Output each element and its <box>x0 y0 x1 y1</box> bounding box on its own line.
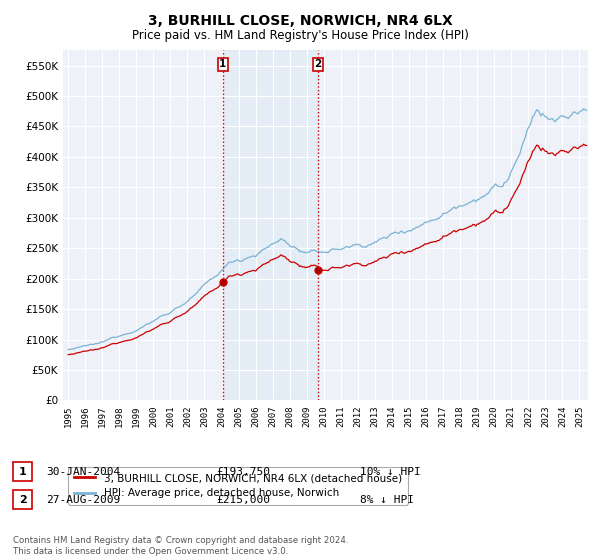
Legend: 3, BURHILL CLOSE, NORWICH, NR4 6LX (detached house), HPI: Average price, detache: 3, BURHILL CLOSE, NORWICH, NR4 6LX (deta… <box>68 467 408 505</box>
Text: £193,750: £193,750 <box>216 466 270 477</box>
Text: 1: 1 <box>19 466 26 477</box>
Text: 3, BURHILL CLOSE, NORWICH, NR4 6LX: 3, BURHILL CLOSE, NORWICH, NR4 6LX <box>148 14 452 28</box>
Text: 30-JAN-2004: 30-JAN-2004 <box>46 466 121 477</box>
Text: Price paid vs. HM Land Registry's House Price Index (HPI): Price paid vs. HM Land Registry's House … <box>131 29 469 42</box>
Text: £215,000: £215,000 <box>216 494 270 505</box>
Bar <box>223 50 318 400</box>
Text: 2: 2 <box>19 494 26 505</box>
Text: Contains HM Land Registry data © Crown copyright and database right 2024.
This d: Contains HM Land Registry data © Crown c… <box>13 536 349 556</box>
Text: 1: 1 <box>219 59 227 69</box>
Text: 2: 2 <box>314 59 322 69</box>
Text: 27-AUG-2009: 27-AUG-2009 <box>46 494 121 505</box>
Text: 10% ↓ HPI: 10% ↓ HPI <box>360 466 421 477</box>
Text: 8% ↓ HPI: 8% ↓ HPI <box>360 494 414 505</box>
